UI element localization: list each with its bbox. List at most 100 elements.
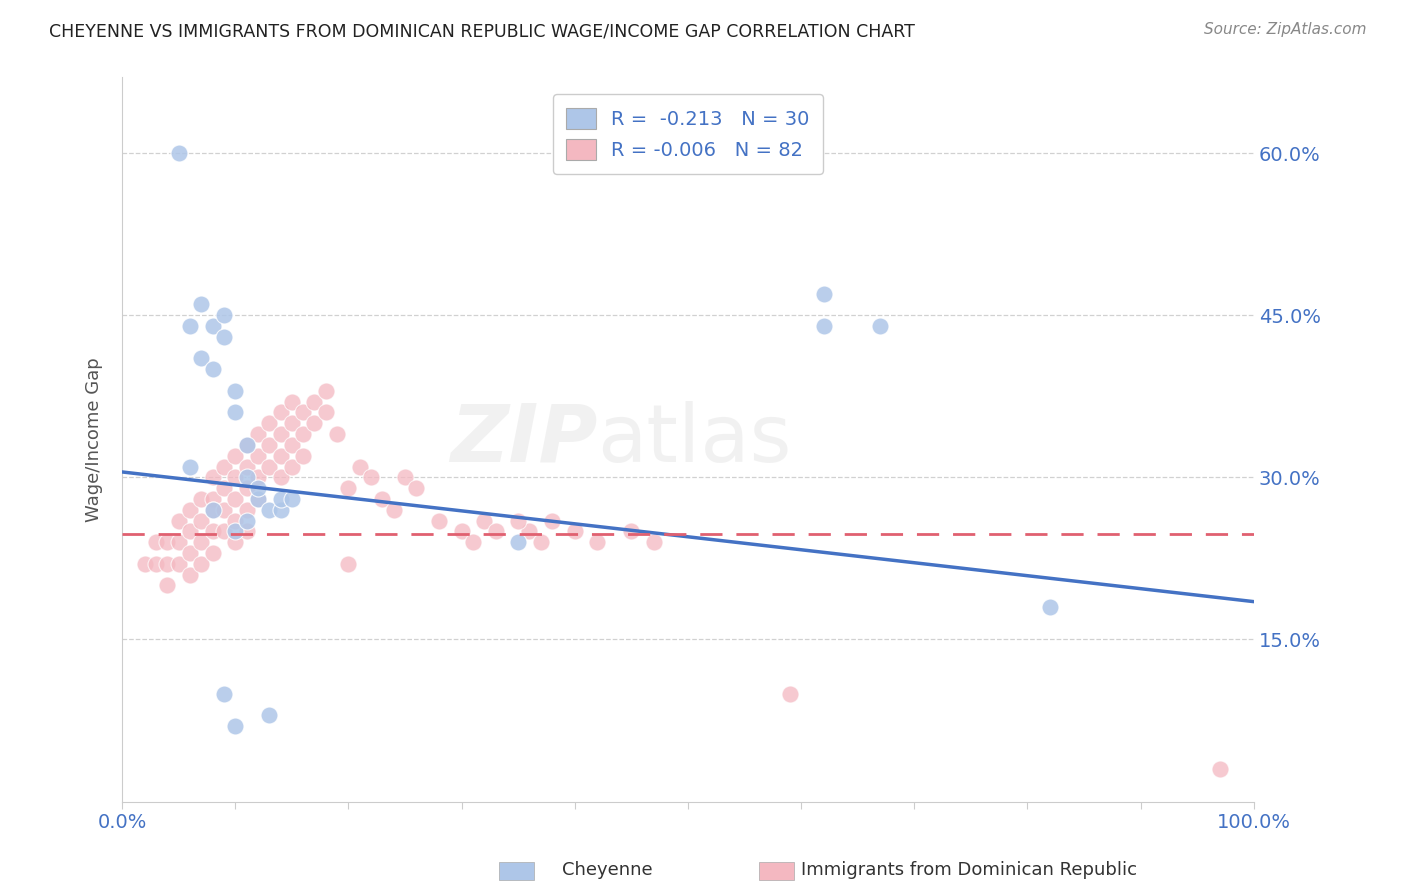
Point: [1039, 600, 1062, 615]
Point: [145, 535, 167, 549]
Point: [212, 308, 235, 322]
Point: [484, 524, 506, 539]
Text: Immigrants from Dominican Republic: Immigrants from Dominican Republic: [801, 861, 1137, 879]
Point: [281, 459, 304, 474]
Legend: R =  -0.213   N = 30, R = -0.006   N = 82: R = -0.213 N = 30, R = -0.006 N = 82: [553, 95, 823, 174]
Point: [292, 449, 315, 463]
Point: [212, 481, 235, 495]
Point: [212, 524, 235, 539]
Point: [224, 405, 246, 419]
Point: [461, 535, 484, 549]
Point: [190, 535, 212, 549]
Point: [450, 524, 472, 539]
Point: [246, 449, 269, 463]
Point: [586, 535, 609, 549]
Text: ZIP: ZIP: [450, 401, 598, 478]
Point: [134, 557, 156, 571]
Point: [167, 514, 190, 528]
Point: [326, 427, 349, 442]
Point: [813, 319, 835, 334]
Point: [246, 491, 269, 506]
Point: [541, 514, 564, 528]
Point: [246, 491, 269, 506]
Point: [201, 502, 224, 516]
Point: [564, 524, 586, 539]
Point: [270, 470, 292, 484]
Point: [337, 557, 360, 571]
Point: [224, 719, 246, 733]
Point: [530, 535, 553, 549]
Point: [156, 557, 179, 571]
Point: [224, 491, 246, 506]
Point: [190, 514, 212, 528]
Point: [179, 459, 201, 474]
Point: [869, 319, 891, 334]
Point: [281, 417, 304, 431]
Point: [167, 146, 190, 161]
Point: [371, 491, 394, 506]
Point: [224, 449, 246, 463]
Point: [813, 286, 835, 301]
Point: [304, 417, 326, 431]
Point: [257, 708, 280, 723]
Point: [270, 427, 292, 442]
Point: [201, 470, 224, 484]
Point: [179, 502, 201, 516]
Point: [145, 557, 167, 571]
Point: [405, 481, 427, 495]
Point: [246, 481, 269, 495]
Point: [212, 502, 235, 516]
Point: [519, 524, 541, 539]
Point: [1209, 762, 1232, 776]
Point: [281, 438, 304, 452]
Point: [224, 514, 246, 528]
Point: [235, 481, 257, 495]
Point: [257, 502, 280, 516]
Point: [235, 459, 257, 474]
Point: [257, 438, 280, 452]
Point: [315, 405, 337, 419]
Point: [224, 535, 246, 549]
Point: [337, 481, 360, 495]
Point: [212, 686, 235, 700]
Point: [246, 427, 269, 442]
Y-axis label: Wage/Income Gap: Wage/Income Gap: [86, 357, 103, 522]
Point: [281, 491, 304, 506]
Point: [190, 557, 212, 571]
Point: [779, 686, 801, 700]
Point: [179, 319, 201, 334]
Point: [246, 470, 269, 484]
Point: [281, 394, 304, 409]
Point: [508, 535, 530, 549]
Point: [235, 514, 257, 528]
Point: [201, 524, 224, 539]
Point: [179, 546, 201, 560]
Point: [270, 405, 292, 419]
Text: CHEYENNE VS IMMIGRANTS FROM DOMINICAN REPUBLIC WAGE/INCOME GAP CORRELATION CHART: CHEYENNE VS IMMIGRANTS FROM DOMINICAN RE…: [49, 22, 915, 40]
Point: [620, 524, 643, 539]
Point: [427, 514, 450, 528]
Point: [382, 502, 405, 516]
Point: [292, 427, 315, 442]
Point: [394, 470, 416, 484]
Point: [349, 459, 371, 474]
Point: [201, 491, 224, 506]
Point: [270, 491, 292, 506]
Point: [179, 567, 201, 582]
Text: Cheyenne: Cheyenne: [562, 861, 652, 879]
Point: [201, 502, 224, 516]
Point: [360, 470, 382, 484]
Point: [235, 524, 257, 539]
Point: [224, 524, 246, 539]
Point: [167, 557, 190, 571]
Point: [270, 502, 292, 516]
Text: Source: ZipAtlas.com: Source: ZipAtlas.com: [1204, 22, 1367, 37]
Point: [201, 319, 224, 334]
Point: [190, 351, 212, 366]
Point: [212, 459, 235, 474]
Point: [643, 535, 665, 549]
Point: [292, 405, 315, 419]
Point: [235, 438, 257, 452]
Point: [304, 394, 326, 409]
Point: [315, 384, 337, 398]
